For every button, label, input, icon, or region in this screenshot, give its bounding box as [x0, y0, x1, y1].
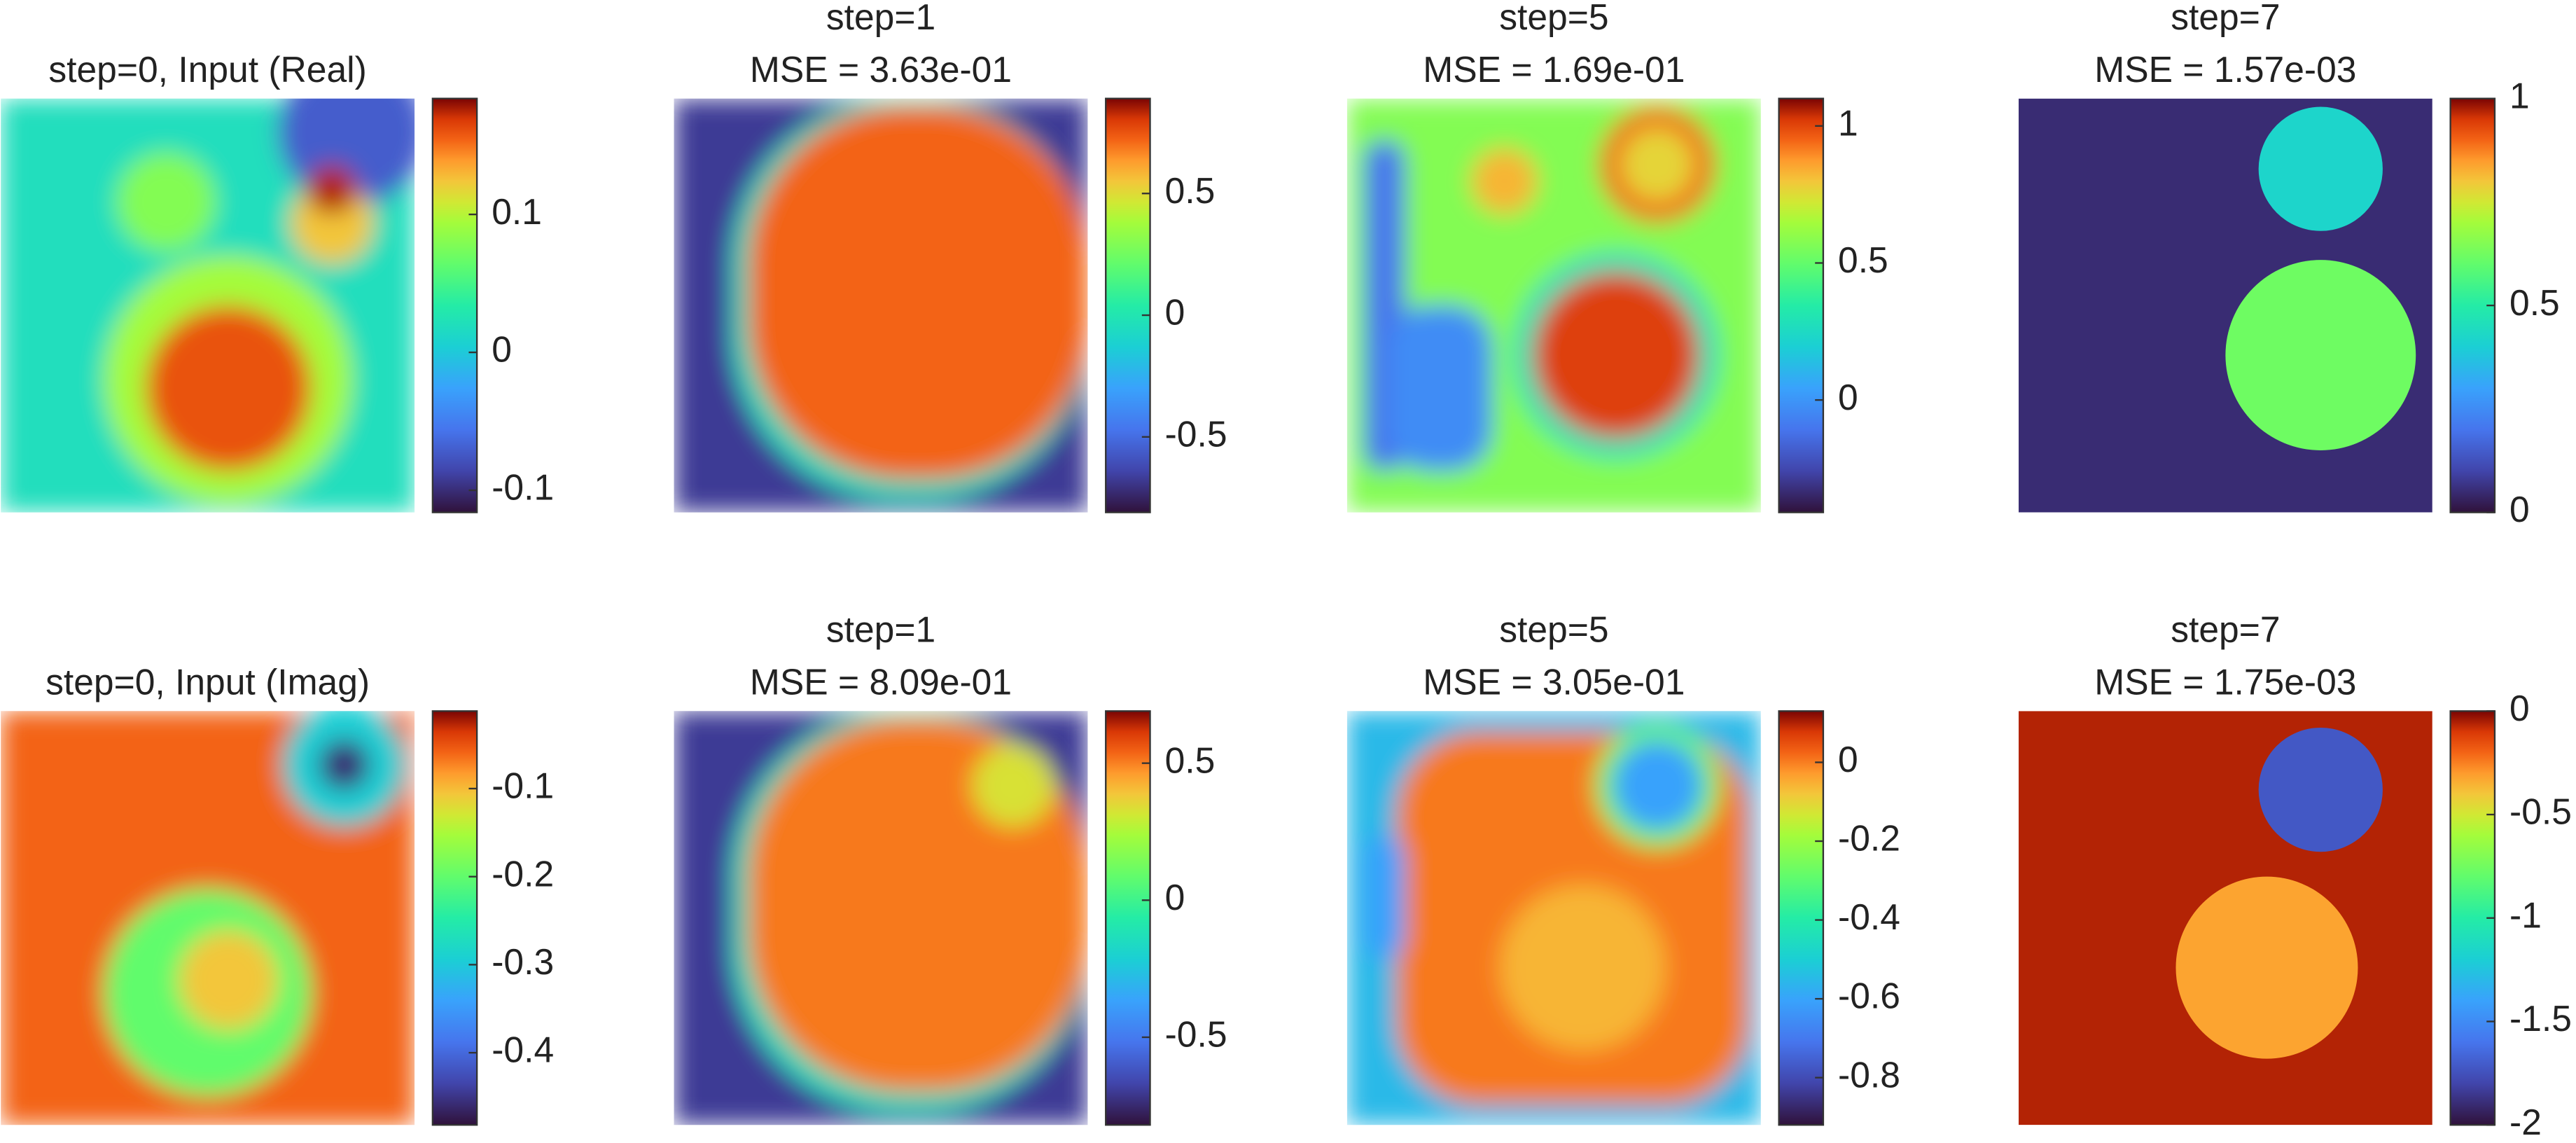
panel-title: step=7	[2171, 0, 2280, 37]
colorbar-tick-label: 0.5	[2509, 282, 2560, 323]
heatmap-image	[2018, 711, 2432, 1125]
colorbar-tick-label: -0.5	[1165, 1014, 1227, 1055]
heatmap-field	[674, 98, 1088, 513]
panel-title: step=0, Input (Real)	[48, 49, 366, 90]
colorbar-tick-label: -0.5	[1165, 413, 1227, 454]
colorbar-tick-label: -0.1	[492, 467, 554, 508]
region	[1500, 885, 1666, 1051]
heatmap-image	[674, 711, 1088, 1125]
heatmap-field	[2018, 711, 2432, 1125]
colorbar-tick-label: 0.5	[1838, 240, 1888, 280]
heatmap-image	[1, 98, 415, 513]
region	[1363, 835, 1405, 960]
heatmap-image	[674, 98, 1088, 513]
panel-title: step=5	[1499, 0, 1608, 37]
region	[1388, 305, 1492, 471]
panel-subtitle: MSE = 3.05e-01	[1423, 661, 1685, 702]
region	[1471, 148, 1538, 215]
colorbar-tick-label: 0.5	[1165, 170, 1216, 211]
region	[748, 106, 1088, 480]
panel-title: step=1	[826, 0, 935, 37]
panel: step=0, Input (Real) -0.1 0 0.1	[1, 49, 554, 513]
colorbar-tick-label: 0	[1838, 739, 1858, 780]
region	[179, 930, 279, 1030]
region	[319, 740, 370, 790]
heatmap-image	[1346, 711, 1761, 1125]
panel: step=1 MSE = 3.63e-01 -0.5 0 0.5	[674, 0, 1227, 513]
region	[2175, 876, 2358, 1059]
colorbar-tick-label: 0	[2509, 688, 2530, 728]
colorbar-tick-label: -1	[2509, 894, 2542, 935]
colorbar-tick-label: 0	[1165, 877, 1185, 917]
heatmap-field	[2018, 98, 2432, 513]
colorbar-tick-label: 0	[2509, 489, 2530, 529]
region	[2258, 106, 2383, 231]
colorbar-tick-label: -0.4	[1838, 896, 1900, 937]
colorbar-tick-label: -0.5	[2509, 791, 2572, 832]
panel: step=1 MSE = 8.09e-01 -0.5 0 0.5	[674, 609, 1227, 1126]
colorbar-tick-label: -0.6	[1838, 976, 1900, 1016]
panel-subtitle: MSE = 1.75e-03	[2094, 661, 2356, 702]
heatmap-field	[674, 711, 1088, 1125]
panel: step=0, Input (Imag) -0.4 -0.3 -0.2 -0.1	[1, 661, 554, 1126]
panel-subtitle: MSE = 1.69e-01	[1423, 49, 1685, 90]
region	[2258, 727, 2383, 852]
region	[307, 165, 357, 215]
heatmap-field	[1346, 98, 1761, 513]
panel-subtitle: MSE = 1.57e-03	[2094, 49, 2356, 90]
colorbar	[1105, 710, 1151, 1126]
colorbar-tick-label: 1	[1838, 102, 1858, 143]
colorbar-tick-label: 0.1	[492, 191, 542, 232]
panel-title: step=7	[2171, 609, 2280, 649]
heatmap-field	[1, 98, 415, 513]
heatmap-image	[1, 711, 415, 1125]
colorbar-tick-label: -0.1	[492, 766, 554, 806]
panel: step=7 MSE = 1.57e-03 0 0.5 1	[2018, 0, 2560, 529]
region	[145, 305, 312, 471]
colorbar-tick-label: 0	[492, 329, 512, 370]
region	[1612, 740, 1704, 831]
panel-title: step=1	[826, 609, 935, 649]
colorbar-tick-label: -0.2	[1838, 818, 1900, 859]
panel-subtitle: MSE = 8.09e-01	[750, 661, 1012, 702]
colorbar-tick-label: -0.4	[492, 1030, 554, 1070]
panel-subtitle: MSE = 3.63e-01	[750, 49, 1012, 90]
heatmap-image	[1346, 98, 1761, 513]
colorbar-tick-label: 0.5	[1165, 740, 1216, 780]
colorbar	[1778, 97, 1825, 513]
colorbar-tick-label: 0	[1165, 292, 1185, 333]
heatmap-field	[1, 711, 415, 1125]
colorbar	[431, 97, 478, 513]
heatmap-image	[2018, 98, 2432, 513]
colorbar	[431, 710, 478, 1126]
colorbar-tick-label: -0.8	[1838, 1054, 1900, 1095]
panel-title: step=5	[1499, 609, 1608, 649]
heatmap-field	[1346, 711, 1761, 1125]
colorbar	[1105, 97, 1151, 513]
region	[1533, 272, 1699, 438]
panel: step=5 MSE = 3.05e-01 -0.8 -0.6 -0.4 -0.2 0	[1346, 609, 1900, 1126]
region	[116, 152, 216, 252]
panel: step=5 MSE = 1.69e-01 0 0.5 1	[1346, 0, 1888, 513]
colorbar-tick-label: -2	[2509, 1102, 2542, 1142]
colorbar-tick-label: 1	[2509, 75, 2530, 116]
colorbar-tick-label: -0.2	[492, 853, 554, 894]
colorbar-tick-label: 0	[1838, 377, 1858, 417]
region	[1620, 127, 1695, 202]
colorbar	[1778, 710, 1825, 1126]
colorbar-tick-label: -1.5	[2509, 998, 2572, 1039]
panel-title: step=0, Input (Imag)	[46, 661, 370, 702]
region	[2225, 260, 2416, 450]
panel: step=7 MSE = 1.75e-03 -2 -1.5 -1 -0.5 0	[2018, 609, 2572, 1142]
region	[971, 744, 1055, 827]
colorbar-tick-label: -0.3	[492, 941, 554, 982]
